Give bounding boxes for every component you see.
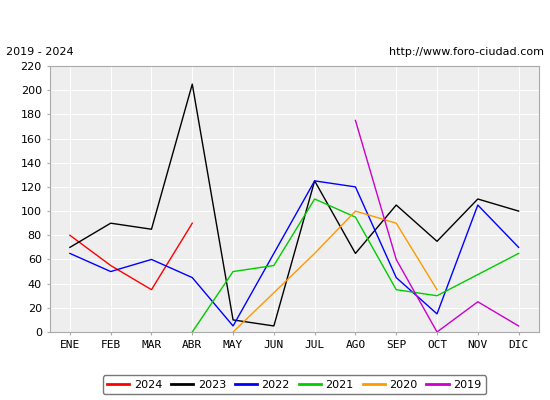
Text: Evolucion Nº Turistas Nacionales en el municipio de Rada de Haro: Evolucion Nº Turistas Nacionales en el m… xyxy=(23,14,527,28)
Text: http://www.foro-ciudad.com: http://www.foro-ciudad.com xyxy=(389,47,544,57)
Text: 2019 - 2024: 2019 - 2024 xyxy=(6,47,73,57)
Legend: 2024, 2023, 2022, 2021, 2020, 2019: 2024, 2023, 2022, 2021, 2020, 2019 xyxy=(103,375,486,394)
